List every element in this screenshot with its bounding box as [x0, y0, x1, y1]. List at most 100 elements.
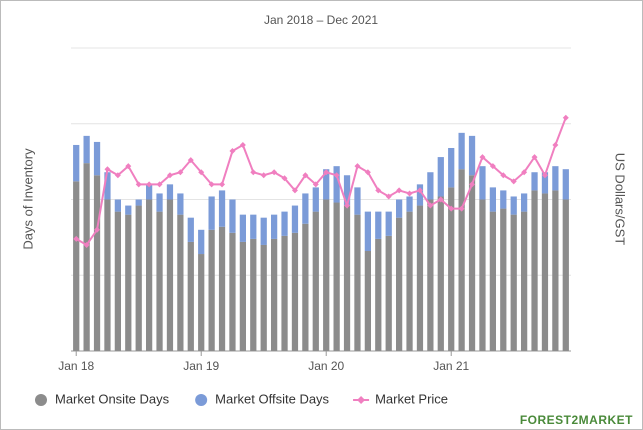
bar — [437, 157, 444, 197]
bar — [541, 172, 549, 194]
bar — [208, 196, 215, 230]
bar — [521, 193, 528, 212]
price-marker — [385, 193, 392, 200]
price-marker — [448, 205, 455, 212]
bar — [156, 211, 163, 351]
bar — [312, 187, 319, 212]
y2-axis-label: US Dollars/GST — [613, 153, 628, 246]
price-marker — [552, 141, 559, 148]
bar — [541, 193, 549, 351]
bar — [177, 214, 184, 351]
bar — [260, 217, 267, 245]
bar — [104, 172, 111, 200]
bar — [146, 184, 153, 200]
legend-swatch — [35, 394, 47, 406]
price-marker — [375, 187, 382, 194]
bar — [218, 226, 226, 351]
bar — [166, 199, 174, 351]
bar — [396, 217, 403, 351]
price-marker — [281, 175, 288, 182]
price-marker — [177, 169, 184, 176]
legend-swatch — [195, 394, 208, 406]
bar — [104, 199, 111, 351]
bar — [291, 232, 299, 351]
price-marker — [250, 169, 257, 176]
bar — [468, 135, 476, 176]
price-marker — [469, 181, 476, 188]
legend-label: Market Offsite Days — [215, 391, 329, 406]
bar — [125, 214, 132, 351]
price-marker — [541, 172, 548, 179]
price-marker — [364, 169, 371, 176]
bar — [302, 193, 309, 224]
x-tick-label: Jan 19 — [183, 359, 219, 373]
bar — [73, 144, 80, 182]
bar — [489, 211, 496, 351]
logo: FOREST2MARKET — [520, 413, 633, 427]
bar — [385, 235, 392, 351]
bar — [354, 187, 361, 215]
bar — [229, 199, 236, 233]
bar — [312, 211, 319, 351]
legend-swatch — [357, 396, 366, 404]
bar — [208, 229, 215, 351]
bar — [198, 229, 205, 255]
bar — [510, 214, 517, 351]
bar — [114, 211, 121, 351]
bar — [83, 135, 90, 164]
bar — [187, 241, 194, 351]
bar — [250, 214, 257, 239]
bar — [531, 190, 538, 351]
price-marker — [229, 148, 236, 155]
price-marker — [333, 172, 340, 179]
bar — [198, 254, 205, 351]
price-marker — [146, 181, 153, 188]
bar — [458, 169, 465, 351]
bar — [552, 166, 559, 191]
price-marker — [479, 154, 486, 161]
price-marker — [396, 187, 403, 194]
bar — [562, 199, 569, 351]
bar — [385, 211, 392, 236]
price-marker — [458, 205, 465, 212]
bar — [364, 211, 371, 252]
bar — [531, 172, 538, 191]
price-marker — [323, 169, 330, 176]
bar — [323, 169, 330, 200]
bar — [521, 211, 528, 351]
price-marker — [271, 169, 278, 176]
price-marker — [562, 114, 569, 121]
price-marker — [427, 202, 434, 209]
bar — [260, 244, 267, 351]
x-tick-label: Jan 20 — [308, 359, 344, 373]
bar — [479, 199, 486, 351]
bar — [406, 211, 413, 351]
price-marker — [198, 169, 205, 176]
price-marker — [302, 172, 309, 179]
price-marker — [125, 163, 132, 170]
bar — [427, 172, 434, 200]
price-marker — [406, 190, 413, 197]
price-marker — [312, 181, 319, 188]
bar — [187, 217, 194, 242]
bar — [125, 205, 132, 215]
bar — [479, 166, 486, 200]
bar — [135, 199, 142, 206]
price-marker — [104, 166, 111, 173]
bar — [448, 187, 455, 351]
bar — [468, 175, 476, 351]
bar — [250, 238, 257, 351]
y-axis-label: Days of Inventory — [20, 148, 35, 250]
price-marker — [489, 163, 496, 170]
bar — [406, 196, 413, 212]
bar — [458, 132, 465, 170]
bar — [354, 214, 361, 351]
bar — [93, 175, 101, 351]
bar — [375, 238, 382, 351]
price-marker — [291, 187, 298, 194]
price-marker — [156, 181, 163, 188]
price-marker — [344, 202, 351, 209]
price-marker — [208, 181, 215, 188]
bar — [562, 169, 569, 200]
bar — [343, 205, 351, 351]
